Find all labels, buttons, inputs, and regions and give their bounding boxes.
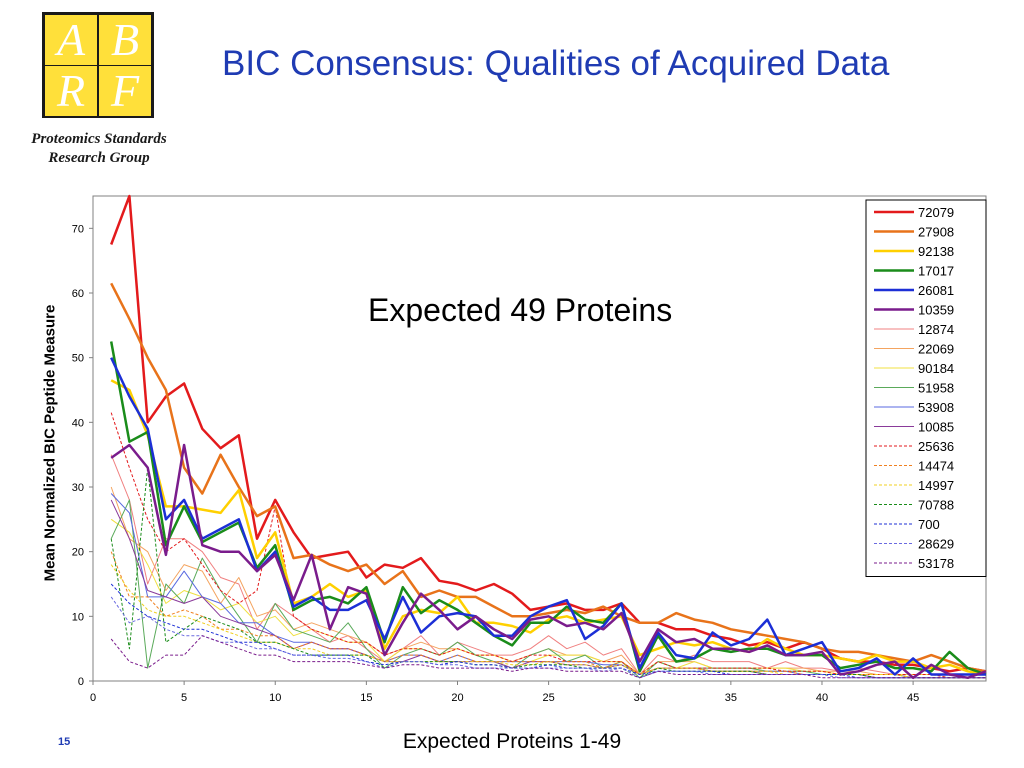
x-axis-title: Expected Proteins 1-49 <box>402 730 622 753</box>
legend-label-26081: 26081 <box>918 283 954 298</box>
y-tick-label: 10 <box>72 611 84 623</box>
slide-title: BIC Consensus: Qualities of Acquired Dat… <box>222 44 890 83</box>
plot-area <box>92 195 987 682</box>
y-axis-title: Mean Normalized BIC Peptide Measure <box>41 304 59 582</box>
legend-label-28629: 28629 <box>918 537 954 552</box>
x-tick-label: 5 <box>181 692 187 704</box>
page-number: 15 <box>58 736 71 748</box>
series-line-27908 <box>110 282 987 673</box>
y-tick-label: 30 <box>72 482 84 494</box>
legend-label-12874: 12874 <box>918 322 954 337</box>
y-tick-label: 20 <box>72 547 84 559</box>
chart-annotation: Expected 49 Proteins <box>368 292 673 328</box>
series-line-700 <box>110 583 986 679</box>
series-line-53178 <box>110 635 986 679</box>
legend-label-10359: 10359 <box>918 303 954 318</box>
series-line-10359 <box>110 443 987 680</box>
legend-box <box>865 199 987 577</box>
legend-label-53178: 53178 <box>918 556 954 571</box>
legend-label-700: 700 <box>918 517 940 532</box>
logo-letter-b: B <box>99 15 151 65</box>
legend-label-14474: 14474 <box>918 459 954 474</box>
y-tick-label: 50 <box>72 353 84 365</box>
legend-label-22069: 22069 <box>918 342 954 357</box>
org-line-1: Proteomics Standards <box>31 131 167 147</box>
series-line-92138 <box>110 379 987 676</box>
x-tick-label: 40 <box>816 692 828 704</box>
y-tick-label: 60 <box>72 288 84 300</box>
x-tick-label: 15 <box>360 692 372 704</box>
legend-label-53908: 53908 <box>918 400 954 415</box>
legend-label-17017: 17017 <box>918 264 954 279</box>
logo-letter-r: R <box>45 66 97 116</box>
legend-label-10085: 10085 <box>918 420 954 435</box>
legend-label-92138: 92138 <box>918 244 954 259</box>
legend-label-90184: 90184 <box>918 361 954 376</box>
y-tick-label: 40 <box>72 417 84 429</box>
x-tick-label: 0 <box>90 692 96 704</box>
legend-label-25636: 25636 <box>918 439 954 454</box>
abrf-logo: A B R F <box>42 12 154 118</box>
x-tick-label: 20 <box>451 692 463 704</box>
legend-label-72079: 72079 <box>918 205 954 220</box>
logo-letter-f: F <box>99 66 151 116</box>
x-tick-label: 30 <box>634 692 646 704</box>
y-tick-label: 70 <box>72 223 84 235</box>
logo-letter-a: A <box>45 15 97 65</box>
legend-label-51958: 51958 <box>918 381 954 396</box>
legend-label-27908: 27908 <box>918 225 954 240</box>
x-tick-label: 35 <box>725 692 737 704</box>
x-tick-label: 25 <box>542 692 554 704</box>
x-tick-label: 10 <box>269 692 281 704</box>
x-tick-label: 45 <box>907 692 919 704</box>
legend-label-14997: 14997 <box>918 478 954 493</box>
y-tick-label: 0 <box>78 676 84 688</box>
org-line-2: Research Group <box>48 150 150 166</box>
legend-label-70788: 70788 <box>918 498 954 513</box>
org-name: Proteomics Standards Research Group <box>8 130 190 168</box>
